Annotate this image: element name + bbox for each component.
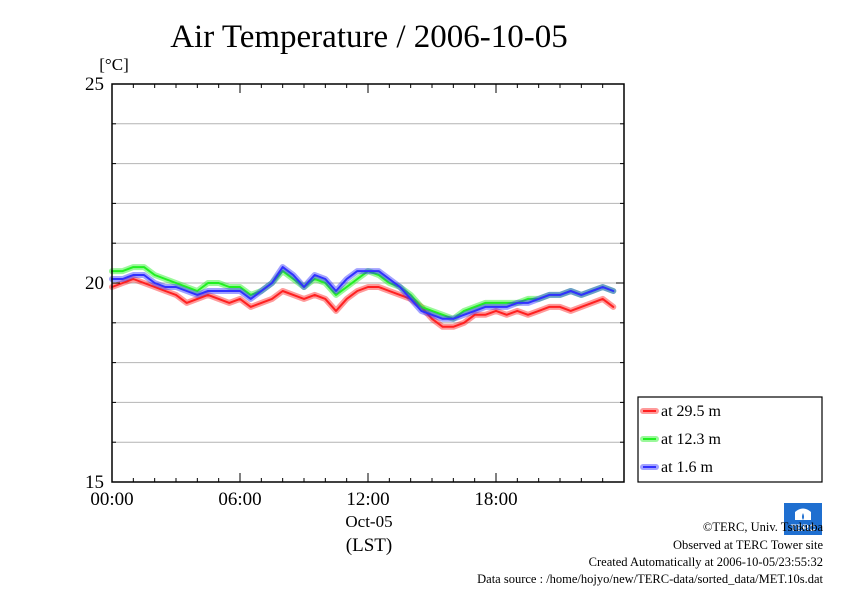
- x-tick-label: 12:00: [346, 489, 389, 510]
- series-layer: [109, 264, 617, 330]
- logo-text: TERC: [791, 523, 816, 533]
- terc-logo: TERC: [784, 503, 822, 535]
- y-tick-label: 15: [85, 472, 104, 493]
- x-zone-label: (LST): [346, 535, 392, 556]
- legend-label: at 12.3 m: [661, 431, 722, 448]
- y-unit-label: [°C]: [99, 55, 128, 74]
- x-axis: 00:00 06:00 12:00 18:00: [90, 84, 625, 510]
- legend-label: at 29.5 m: [661, 403, 722, 420]
- credit-source: Data source : /home/hojyo/new/TERC-data/…: [477, 572, 823, 586]
- grid-lines: [112, 123, 624, 443]
- x-tick-label: 06:00: [218, 489, 261, 510]
- credit-observed: Observed at TERC Tower site: [673, 538, 823, 552]
- x-tick-label: 18:00: [474, 489, 517, 510]
- series-line: [111, 266, 615, 320]
- credit-copyright: ©TERC, Univ. Tsukuba: [703, 520, 824, 534]
- series-line: [111, 278, 615, 328]
- x-date-label: Oct-05: [345, 512, 392, 531]
- legend-box: [637, 396, 823, 483]
- y-axis: 15 20 25: [85, 74, 624, 493]
- logo-drop-icon: [802, 513, 804, 520]
- y-tick-label: 20: [85, 273, 104, 294]
- x-tick-label: 00:00: [90, 489, 133, 510]
- credit-created: Created Automatically at 2006-10-05/23:5…: [589, 555, 823, 569]
- legend-label: at 1.6 m: [661, 459, 714, 476]
- y-tick-label: 25: [85, 74, 104, 95]
- series-line: [111, 266, 615, 320]
- chart-title: Air Temperature / 2006-10-05: [170, 19, 568, 55]
- legend: at 29.5 m at 12.3 m at 1.6 m: [637, 396, 823, 483]
